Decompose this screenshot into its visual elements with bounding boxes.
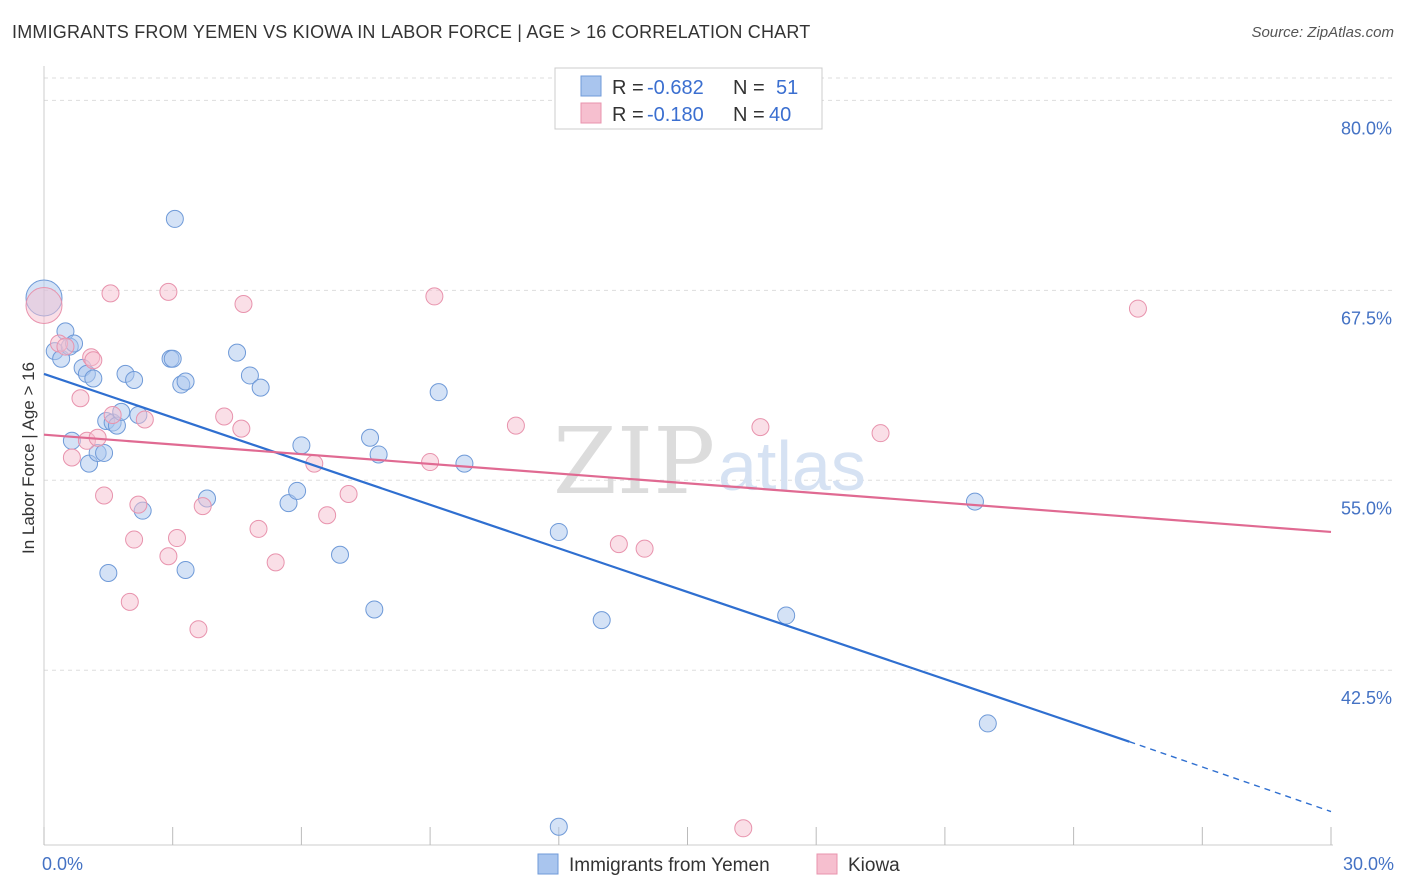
bottom-legend-label-kiowa: Kiowa	[848, 855, 900, 876]
kiowa-point	[25, 287, 63, 325]
yemen-point	[978, 714, 997, 733]
yemen-point	[99, 563, 118, 582]
correlation-legend: R = -0.682 N = 51 R = -0.180 N = 40	[554, 67, 823, 130]
yemen-point	[95, 443, 114, 462]
kiowa-point	[167, 529, 186, 548]
yemen-point	[592, 611, 611, 630]
trend-lines	[43, 372, 1332, 813]
legend-r-label-1: R =	[612, 77, 644, 99]
watermark-atlas: atlas	[718, 427, 866, 505]
yemen-point	[240, 366, 259, 385]
bottom-legend-swatch-yemen	[537, 853, 559, 875]
yemen-point	[165, 209, 184, 228]
yemen-point	[176, 560, 195, 579]
kiowa-point	[421, 453, 440, 472]
yemen-point	[279, 494, 298, 513]
legend-r-label-2: R =	[612, 104, 644, 126]
kiowa-point	[71, 389, 90, 408]
source-label: Source: ZipAtlas.com	[1251, 24, 1394, 41]
kiowa-point	[1128, 299, 1147, 318]
legend-n-value-2: 40	[769, 104, 791, 126]
kiowa-point	[95, 486, 114, 505]
kiowa-point	[135, 410, 154, 429]
yemen-point	[361, 428, 380, 447]
kiowa-point	[318, 506, 337, 525]
yemen-point	[251, 378, 270, 397]
yemen-point	[549, 817, 568, 836]
kiowa-point	[159, 282, 178, 301]
yemen-point	[331, 545, 350, 564]
yemen-point	[125, 371, 144, 389]
kiowa-point	[734, 819, 753, 838]
watermark-zip: ZIP	[553, 408, 715, 515]
kiowa-point	[84, 351, 103, 370]
chart-title: IMMIGRANTS FROM YEMEN VS KIOWA IN LABOR …	[12, 22, 811, 42]
yemen-point	[292, 436, 311, 455]
kiowa-point	[609, 535, 628, 554]
kiowa-point	[635, 539, 654, 558]
yemen-point	[163, 349, 182, 368]
yemen-point	[549, 522, 568, 541]
legend-swatch-kiowa	[580, 102, 602, 124]
legend-r-value-2: -0.180	[647, 104, 704, 126]
yemen-point	[965, 492, 984, 511]
y-tick-label: 80.0%	[1341, 118, 1392, 138]
kiowa-point	[103, 405, 122, 424]
kiowa-point	[193, 497, 212, 516]
series-legend: Immigrants from Yemen Kiowa	[537, 853, 900, 876]
data-points	[25, 209, 1147, 838]
kiowa-point	[62, 448, 81, 467]
yemen-point	[455, 454, 474, 473]
yemen-point	[777, 606, 796, 625]
kiowa-point	[339, 484, 358, 503]
kiowa-point	[871, 424, 890, 443]
kiowa-point	[56, 337, 75, 356]
kiowa-point	[189, 620, 208, 639]
y-axis-title: In Labor Force | Age > 16	[19, 362, 38, 554]
x-tick-label: 30.0%	[1343, 854, 1394, 874]
kiowa-point	[129, 495, 148, 514]
y-tick-label: 55.0%	[1341, 498, 1392, 518]
watermark: ZIP atlas	[553, 408, 866, 515]
kiowa-point	[266, 553, 285, 572]
legend-n-value-1: 51	[776, 77, 798, 99]
legend-r-value-1: -0.682	[647, 77, 704, 99]
kiowa-point	[506, 416, 525, 435]
kiowa-point	[120, 592, 139, 611]
legend-swatch-yemen	[580, 75, 602, 97]
kiowa-point	[125, 530, 144, 549]
legend-n-label-1: N =	[733, 77, 765, 99]
yemen-point	[176, 372, 195, 391]
yemen-point	[228, 343, 247, 362]
yemen-trend-line-extension	[1129, 741, 1332, 813]
y-tick-label: 42.5%	[1341, 688, 1392, 708]
legend-n-label-2: N =	[733, 104, 765, 126]
yemen-trend-line	[43, 372, 1130, 743]
kiowa-point	[101, 284, 120, 303]
kiowa-trend-line	[43, 433, 1332, 534]
kiowa-point	[232, 419, 251, 438]
bottom-legend-label-yemen: Immigrants from Yemen	[569, 855, 770, 876]
yemen-point	[365, 600, 384, 619]
kiowa-point	[215, 407, 234, 426]
kiowa-point	[159, 547, 178, 566]
kiowa-point	[249, 519, 268, 538]
axes: 42.5% 55.0% 67.5% 80.0% 0.0% 30.0%	[42, 66, 1394, 874]
kiowa-point	[751, 418, 770, 437]
x-tick-label: 0.0%	[42, 854, 83, 874]
yemen-point	[62, 431, 81, 450]
yemen-point	[84, 369, 103, 388]
yemen-point	[429, 383, 448, 402]
kiowa-point	[425, 287, 444, 306]
y-tick-label: 67.5%	[1341, 308, 1392, 328]
yemen-point	[288, 481, 307, 500]
kiowa-point	[234, 295, 253, 314]
bottom-legend-swatch-kiowa	[816, 853, 838, 875]
